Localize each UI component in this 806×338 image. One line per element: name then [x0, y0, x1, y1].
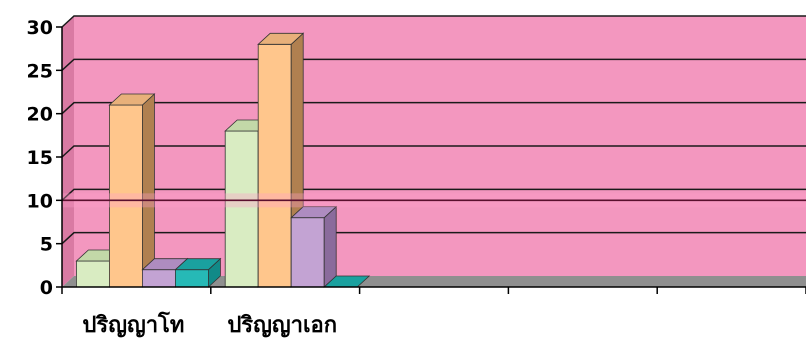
gridline	[61, 58, 806, 71]
highlight-band	[62, 193, 806, 208]
bar	[257, 32, 305, 288]
y-tick-label: 25	[27, 60, 53, 82]
bar-front	[290, 217, 325, 288]
bar-top	[174, 258, 222, 271]
bar	[174, 257, 222, 288]
bars	[75, 32, 371, 288]
bar	[108, 93, 156, 288]
category-label: ปริญญาเอก	[227, 313, 337, 338]
category-label: ปริญญาโท	[82, 311, 184, 338]
y-tick-label: 15	[27, 147, 53, 169]
gridline	[61, 188, 806, 201]
gridline	[61, 145, 806, 158]
bar-top	[290, 206, 338, 219]
axes	[56, 26, 806, 294]
bar-front	[141, 269, 176, 288]
category-labels: ปริญญาโท ปริญญาเอก	[82, 311, 337, 338]
y-tick-label: 0	[40, 277, 53, 299]
y-tick-labels: 0 5 10 15 20 25 30	[27, 17, 53, 299]
bar-top	[257, 32, 305, 45]
bar-front	[257, 43, 292, 288]
bar-front	[224, 130, 259, 288]
bar-side	[323, 205, 337, 288]
gridline	[61, 231, 806, 245]
y-tick-label: 5	[40, 234, 53, 256]
gridlines	[61, 15, 806, 245]
bar	[290, 205, 338, 288]
y-tick-label: 20	[27, 104, 53, 126]
gridline	[61, 15, 806, 28]
y-tick-label: 30	[27, 17, 53, 39]
bar-top	[108, 93, 156, 106]
bar-front	[174, 269, 209, 288]
y-tick-label: 10	[27, 190, 53, 212]
chart-walls	[62, 16, 806, 287]
bar-front	[76, 260, 110, 288]
gridline	[61, 101, 806, 115]
bar-side	[141, 93, 155, 288]
